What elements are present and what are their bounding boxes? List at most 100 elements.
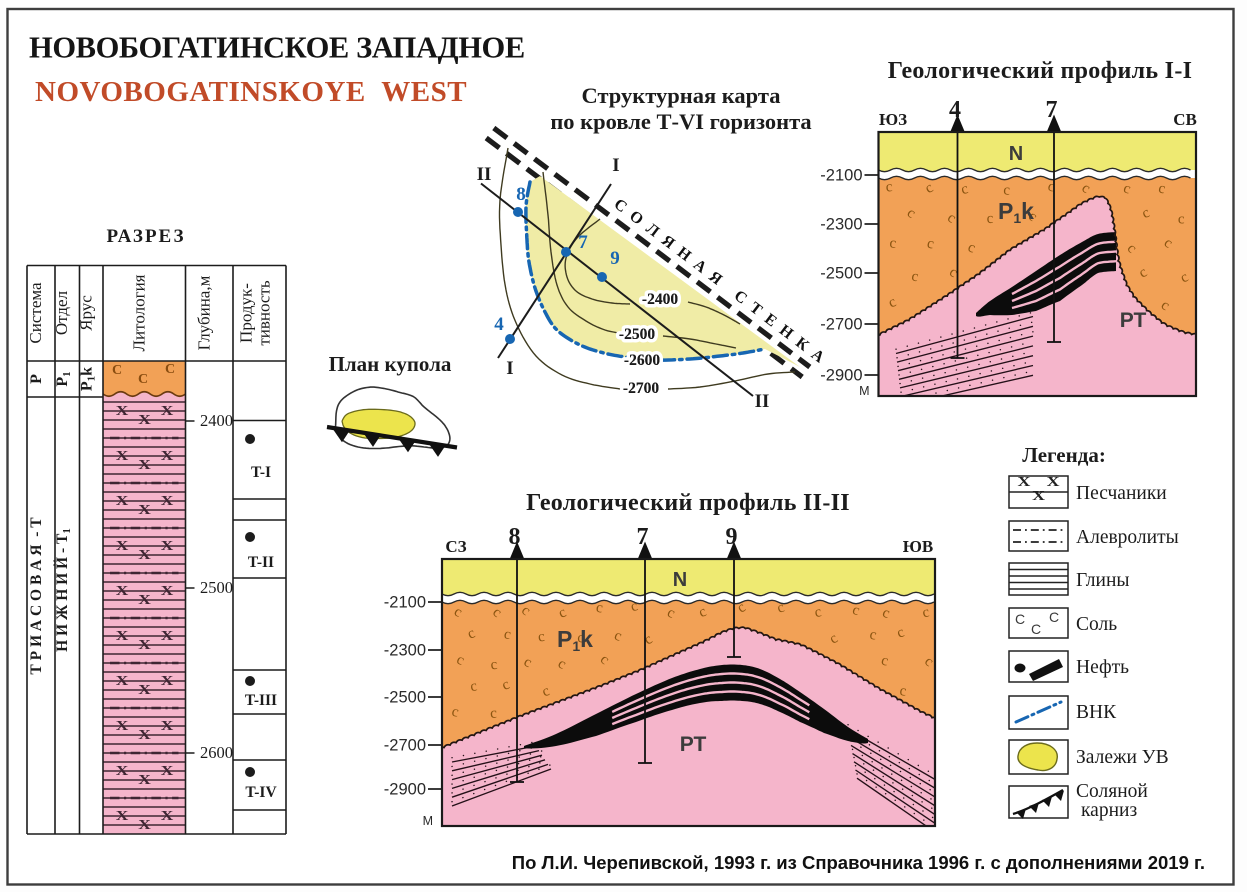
svg-text:-2700: -2700 xyxy=(820,316,862,334)
svg-text:М: М xyxy=(859,384,869,398)
svg-text:2600: 2600 xyxy=(200,743,233,762)
svg-text:X: X xyxy=(161,404,174,419)
svg-text:c: c xyxy=(502,626,512,643)
svg-text:c: c xyxy=(868,627,878,644)
svg-text:c: c xyxy=(899,683,908,700)
svg-text:X: X xyxy=(138,728,151,743)
svg-text:8: 8 xyxy=(516,184,526,205)
svg-text:X: X xyxy=(161,539,174,554)
svg-text:c: c xyxy=(850,602,862,619)
svg-text:c: c xyxy=(1121,180,1133,197)
svg-text:-2400: -2400 xyxy=(642,291,678,308)
svg-text:7: 7 xyxy=(1046,97,1058,123)
svg-text:X: X xyxy=(161,719,174,734)
svg-text:Т Р И А С О В А Я - Т: Т Р И А С О В А Я - Т xyxy=(28,517,45,675)
svg-text:c: c xyxy=(910,268,920,285)
svg-text:X: X xyxy=(161,629,174,644)
svg-text:c: c xyxy=(450,704,460,721)
svg-text:-2700: -2700 xyxy=(384,737,426,755)
svg-text:I: I xyxy=(506,358,513,379)
svg-text:NOVOBOGATINSKOYE WEST: NOVOBOGATINSKOYE WEST xyxy=(35,76,467,108)
svg-text:c: c xyxy=(959,181,970,198)
svg-text:-2400: -2400 xyxy=(642,291,678,308)
svg-text:X: X xyxy=(138,818,151,833)
svg-text:РТ: РТ xyxy=(680,733,707,756)
svg-text:Отдел: Отдел xyxy=(52,290,71,335)
svg-text:X: X xyxy=(161,809,174,824)
svg-text:X: X xyxy=(116,719,129,734)
svg-text:c: c xyxy=(537,629,546,646)
svg-text:ЮВ: ЮВ xyxy=(903,537,933,556)
svg-text:X: X xyxy=(138,683,151,698)
svg-text:c: c xyxy=(889,235,898,252)
svg-text:4: 4 xyxy=(949,97,961,123)
svg-text:-2900: -2900 xyxy=(820,367,862,385)
svg-text:X: X xyxy=(116,809,129,824)
svg-text:c: c xyxy=(986,211,994,227)
svg-text:-2700: -2700 xyxy=(623,380,659,397)
svg-text:СЗ: СЗ xyxy=(445,537,466,556)
svg-text:T-IV: T-IV xyxy=(245,784,277,801)
svg-text:c: c xyxy=(885,179,893,196)
svg-text:c: c xyxy=(921,604,931,621)
svg-text:X: X xyxy=(138,458,151,473)
svg-text:-2500: -2500 xyxy=(619,326,655,343)
svg-text:II: II xyxy=(755,391,770,412)
svg-text:ЮЗ: ЮЗ xyxy=(879,110,907,129)
svg-text:-2700: -2700 xyxy=(623,380,659,397)
svg-text:-2500: -2500 xyxy=(820,265,862,283)
svg-text:2500: 2500 xyxy=(200,578,233,597)
svg-text:T-III: T-III xyxy=(245,692,277,709)
svg-text:II: II xyxy=(477,164,492,185)
svg-text:X: X xyxy=(161,584,174,599)
svg-text:7: 7 xyxy=(637,524,649,550)
svg-text:c: c xyxy=(629,598,641,615)
svg-text:Соляной: Соляной xyxy=(1076,781,1148,802)
svg-text:С: С xyxy=(1049,609,1059,625)
svg-text:X: X xyxy=(161,449,174,464)
svg-text:-2300: -2300 xyxy=(820,216,862,234)
svg-text:8: 8 xyxy=(509,524,521,550)
svg-text:c: c xyxy=(577,630,585,646)
svg-text:ВНК: ВНК xyxy=(1076,702,1117,723)
svg-text:X: X xyxy=(116,764,129,779)
svg-text:Продук-: Продук- xyxy=(237,283,256,343)
svg-text:X: X xyxy=(1032,489,1045,504)
svg-text:-2600: -2600 xyxy=(624,352,660,369)
svg-text:c: c xyxy=(1046,178,1057,195)
svg-text:c: c xyxy=(1178,211,1185,227)
svg-text:Песчаники: Песчаники xyxy=(1076,483,1167,504)
svg-text:С: С xyxy=(138,372,148,387)
svg-text:c: c xyxy=(775,599,787,616)
svg-text:X: X xyxy=(138,593,151,608)
svg-text:-2100: -2100 xyxy=(820,167,862,185)
svg-text:7: 7 xyxy=(578,232,588,253)
svg-text:X: X xyxy=(116,584,129,599)
svg-text:По Л.И. Черепивской, 1993 г. и: По Л.И. Черепивской, 1993 г. из Справочн… xyxy=(512,852,1205,873)
svg-text:Глины: Глины xyxy=(1076,570,1130,591)
svg-text:c: c xyxy=(1003,182,1011,198)
svg-text:-2100: -2100 xyxy=(384,594,426,612)
svg-text:X: X xyxy=(138,638,151,653)
svg-text:X: X xyxy=(1018,475,1031,490)
svg-text:РАЗРЕЗ: РАЗРЕЗ xyxy=(107,226,186,247)
svg-text:РТ: РТ xyxy=(1120,309,1147,332)
svg-text:T-II: T-II xyxy=(248,554,274,571)
svg-text:c: c xyxy=(490,657,499,674)
svg-text:Легенда:: Легенда: xyxy=(1022,443,1106,467)
svg-text:c: c xyxy=(469,678,479,695)
svg-text:-2900: -2900 xyxy=(384,781,426,799)
svg-text:X: X xyxy=(116,449,129,464)
svg-text:М: М xyxy=(423,814,433,828)
svg-text:X: X xyxy=(138,503,151,518)
svg-text:Литология: Литология xyxy=(130,274,149,351)
svg-text:X: X xyxy=(116,494,129,509)
svg-text:карниз: карниз xyxy=(1081,800,1137,821)
svg-text:X: X xyxy=(138,548,151,563)
svg-text:Ярус: Ярус xyxy=(77,295,96,331)
svg-text:c: c xyxy=(813,604,823,621)
svg-text:-2300: -2300 xyxy=(384,642,426,660)
svg-text:Система: Система xyxy=(26,282,45,344)
svg-text:2400: 2400 xyxy=(200,411,233,430)
svg-text:тивность: тивность xyxy=(255,280,274,346)
